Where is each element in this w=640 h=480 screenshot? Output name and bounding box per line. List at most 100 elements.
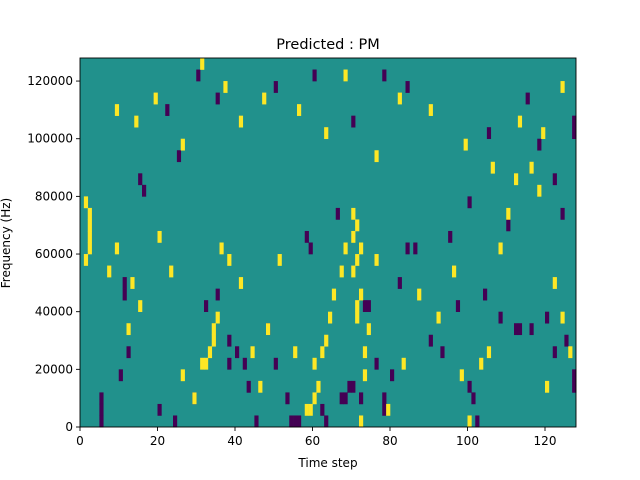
heatmap-cell-low	[204, 300, 209, 312]
heatmap-cell-high	[169, 265, 174, 278]
heatmap-cell-high	[312, 392, 317, 405]
heatmap-cell-low	[289, 415, 294, 428]
heatmap-cell-high	[204, 357, 209, 370]
heatmap-cell-high	[304, 403, 309, 416]
heatmap-cell-low	[374, 357, 379, 370]
heatmap-cell-high	[545, 380, 550, 393]
heatmap-cell-low	[165, 104, 170, 116]
heatmap-cell-low	[227, 334, 232, 347]
heatmap-cell-low	[273, 357, 278, 370]
heatmap-cell-low	[471, 392, 476, 405]
heatmap-cell-high	[180, 369, 185, 382]
heatmap-cell-low	[413, 242, 418, 255]
heatmap-cell-high	[552, 277, 557, 289]
heatmap-cell-high	[227, 254, 232, 266]
heatmap-cell-high	[517, 115, 523, 128]
heatmap-cell-high	[459, 369, 464, 382]
y-tick-label: 60000	[35, 247, 73, 261]
heatmap-cell-low	[537, 138, 542, 151]
heatmap-cell-high	[355, 254, 360, 266]
heatmap-cell-high	[355, 300, 360, 312]
heatmap-cell-low	[285, 392, 290, 405]
heatmap-cell-low	[347, 380, 352, 393]
heatmap-cell-high	[351, 265, 356, 278]
heatmap-cell-low	[525, 92, 530, 105]
heatmap-cell-high	[293, 346, 298, 359]
heatmap-cell-low	[312, 69, 317, 82]
x-tick-label: 60	[305, 434, 320, 448]
heatmap-cell-high	[366, 323, 371, 336]
heatmap-cell-high	[374, 254, 379, 266]
heatmap-cell-low	[324, 415, 329, 428]
heatmap-cell-high	[490, 161, 495, 174]
heatmap-cell-low	[351, 115, 356, 128]
heatmap-cell-high	[258, 380, 263, 393]
heatmap-cell-high	[87, 242, 92, 255]
heatmap-cell-low	[176, 150, 182, 163]
x-tick-label: 40	[227, 434, 242, 448]
heatmap-cell-high	[324, 127, 329, 140]
heatmap-cell-low	[173, 415, 178, 428]
y-tick-label: 100000	[27, 132, 73, 146]
heatmap-cell-low	[448, 230, 453, 243]
heatmap-cell-high	[320, 346, 325, 359]
heatmap-cell-low	[339, 392, 344, 405]
heatmap-cell-high	[339, 265, 344, 278]
heatmap-cell-high	[351, 230, 356, 243]
heatmap-cell-low	[99, 415, 104, 428]
heatmap-cell-high	[374, 150, 379, 163]
heatmap-cell-high	[506, 207, 511, 220]
heatmap-cell-high	[134, 115, 139, 128]
heatmap-cell-high	[157, 230, 162, 243]
heatmap-cell-high	[359, 242, 364, 255]
heatmap-cell-high	[126, 323, 131, 336]
heatmap-cell-low	[486, 127, 492, 140]
heatmap-cell-high	[223, 81, 228, 93]
y-tick-label: 0	[65, 420, 73, 434]
heatmap-cell-high	[324, 334, 329, 347]
chart-title: Predicted : PM	[276, 37, 379, 53]
y-tick-label: 120000	[27, 74, 73, 88]
heatmap-cell-low	[335, 207, 340, 220]
heatmap-cell-high	[238, 115, 244, 128]
heatmap-cell-low	[297, 415, 302, 428]
x-tick-label: 100	[456, 434, 479, 448]
heatmap-cell-low	[552, 346, 557, 359]
heatmap-cell-low	[246, 380, 251, 393]
heatmap-cell-low	[498, 311, 503, 324]
y-tick-label: 40000	[35, 305, 73, 319]
axes-frame	[79, 57, 577, 428]
heatmap-cell-high	[312, 357, 317, 370]
heatmap-cell-high	[180, 138, 185, 151]
heatmap-cell-high	[467, 415, 472, 428]
heatmap-cell-high	[114, 242, 120, 255]
heatmap-cell-low	[405, 81, 410, 93]
heatmap-cell-low	[572, 369, 577, 382]
heatmap-cell-high	[328, 311, 333, 324]
heatmap-cell-high	[452, 265, 457, 278]
heatmap-cell-low	[440, 346, 445, 359]
heatmap-cell-high	[401, 357, 406, 370]
heatmap-cell-high	[486, 346, 492, 359]
heatmap-cell-high	[211, 323, 216, 336]
heatmap-cell-low	[382, 403, 387, 416]
heatmap-cell-low	[242, 357, 247, 370]
heatmap-cell-low	[196, 69, 201, 82]
heatmap-cell-high	[359, 288, 364, 301]
heatmap-cell-low	[99, 392, 104, 405]
heatmap-cell-high	[568, 346, 573, 359]
heatmap-cells	[83, 58, 577, 428]
heatmap-cell-high	[192, 392, 197, 405]
heatmap-cell-low	[343, 392, 348, 405]
heatmap-cell-high	[463, 138, 468, 151]
heatmap-cell-high	[83, 196, 89, 209]
heatmap-cell-low	[455, 300, 461, 312]
y-tick-label: 80000	[35, 189, 73, 203]
heatmap-cell-high	[351, 207, 356, 220]
heatmap-cell-low	[572, 127, 577, 140]
heatmap-cell-low	[529, 323, 534, 336]
heatmap-cell-low	[366, 300, 371, 312]
heatmap-background	[80, 58, 576, 427]
heatmap-cell-high	[215, 311, 220, 324]
heatmap-cell-low	[293, 415, 298, 428]
